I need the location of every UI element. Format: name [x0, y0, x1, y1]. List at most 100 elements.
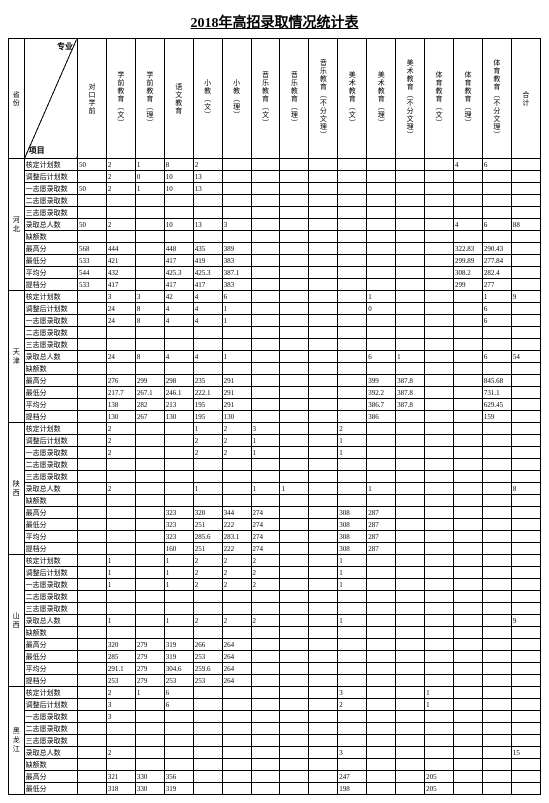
- data-cell: [309, 195, 338, 207]
- data-cell: [280, 495, 309, 507]
- data-cell: 533: [78, 279, 107, 291]
- data-cell: 1: [164, 555, 193, 567]
- data-cell: [367, 243, 396, 255]
- data-cell: [367, 363, 396, 375]
- data-cell: 10: [164, 171, 193, 183]
- col-11: 美术教育（不分文理）: [396, 39, 425, 159]
- data-cell: 2: [222, 423, 251, 435]
- data-cell: [338, 495, 367, 507]
- data-cell: [280, 687, 309, 699]
- data-cell: [309, 567, 338, 579]
- data-cell: [338, 195, 367, 207]
- data-cell: [251, 591, 280, 603]
- data-cell: [78, 675, 107, 687]
- data-cell: [280, 663, 309, 675]
- row-label: 三志愿录取数: [24, 603, 77, 615]
- data-cell: [453, 591, 482, 603]
- data-cell: 330: [135, 783, 164, 795]
- data-cell: [338, 639, 367, 651]
- table-row: 陕西核定计划数21232: [9, 423, 541, 435]
- data-cell: 1: [482, 291, 511, 303]
- data-cell: [453, 543, 482, 555]
- data-cell: [396, 303, 425, 315]
- data-cell: 198: [338, 783, 367, 795]
- data-cell: 6: [482, 159, 511, 171]
- data-cell: [309, 579, 338, 591]
- data-cell: [309, 543, 338, 555]
- data-cell: [453, 759, 482, 771]
- data-cell: [280, 339, 309, 351]
- data-cell: [425, 219, 454, 231]
- data-cell: [280, 591, 309, 603]
- data-cell: [78, 699, 107, 711]
- data-cell: 2: [222, 555, 251, 567]
- data-cell: 0: [367, 303, 396, 315]
- data-cell: [425, 159, 454, 171]
- data-cell: [511, 159, 540, 171]
- data-cell: [396, 651, 425, 663]
- data-cell: [309, 699, 338, 711]
- data-cell: 323: [164, 531, 193, 543]
- data-cell: [193, 231, 222, 243]
- table-row: 缺额数: [9, 231, 541, 243]
- data-cell: 4: [193, 303, 222, 315]
- data-cell: [367, 627, 396, 639]
- data-cell: [280, 171, 309, 183]
- data-cell: [396, 555, 425, 567]
- data-cell: [367, 723, 396, 735]
- data-cell: [222, 471, 251, 483]
- data-cell: 387.8: [396, 399, 425, 411]
- province-cell: 山西: [9, 555, 25, 687]
- data-cell: [482, 579, 511, 591]
- data-cell: 277.84: [482, 255, 511, 267]
- data-cell: [309, 255, 338, 267]
- data-cell: [78, 663, 107, 675]
- data-cell: 287: [367, 543, 396, 555]
- data-cell: 386: [367, 411, 396, 423]
- data-cell: [338, 375, 367, 387]
- row-label: 核定计划数: [24, 159, 77, 171]
- data-cell: [511, 651, 540, 663]
- table-row: 黑龙江核定计划数21631: [9, 687, 541, 699]
- table-row: 三志愿录取数: [9, 471, 541, 483]
- data-cell: 10: [164, 219, 193, 231]
- row-label: 缺额数: [24, 363, 77, 375]
- data-cell: 6: [222, 291, 251, 303]
- data-cell: [511, 411, 540, 423]
- data-cell: [367, 183, 396, 195]
- data-cell: [338, 411, 367, 423]
- data-cell: [396, 267, 425, 279]
- data-cell: 1: [251, 483, 280, 495]
- data-cell: [280, 351, 309, 363]
- data-cell: [425, 651, 454, 663]
- province-header: 省份: [9, 39, 25, 159]
- data-cell: [222, 603, 251, 615]
- data-cell: [482, 567, 511, 579]
- data-cell: [425, 519, 454, 531]
- data-cell: [251, 687, 280, 699]
- data-cell: [135, 711, 164, 723]
- header-row: 省份 专业 项目 对口学前 学前教育（文） 学前教育（理） 语文教育 小教（文）…: [9, 39, 541, 159]
- data-cell: 320: [106, 639, 135, 651]
- data-cell: [338, 471, 367, 483]
- data-cell: [78, 315, 107, 327]
- row-label: 提档分: [24, 411, 77, 423]
- row-label: 提档分: [24, 279, 77, 291]
- data-cell: [367, 231, 396, 243]
- data-cell: [280, 567, 309, 579]
- data-cell: [396, 591, 425, 603]
- data-cell: [482, 447, 511, 459]
- data-cell: [511, 195, 540, 207]
- data-cell: [482, 651, 511, 663]
- data-cell: [396, 183, 425, 195]
- row-label: 缺额数: [24, 231, 77, 243]
- data-cell: [164, 207, 193, 219]
- data-cell: [396, 459, 425, 471]
- data-cell: 344: [222, 507, 251, 519]
- data-cell: [511, 399, 540, 411]
- data-cell: 1: [193, 423, 222, 435]
- data-cell: [78, 423, 107, 435]
- data-cell: 323: [164, 519, 193, 531]
- data-cell: [425, 267, 454, 279]
- admissions-table: 省份 专业 项目 对口学前 学前教育（文） 学前教育（理） 语文教育 小教（文）…: [8, 38, 541, 795]
